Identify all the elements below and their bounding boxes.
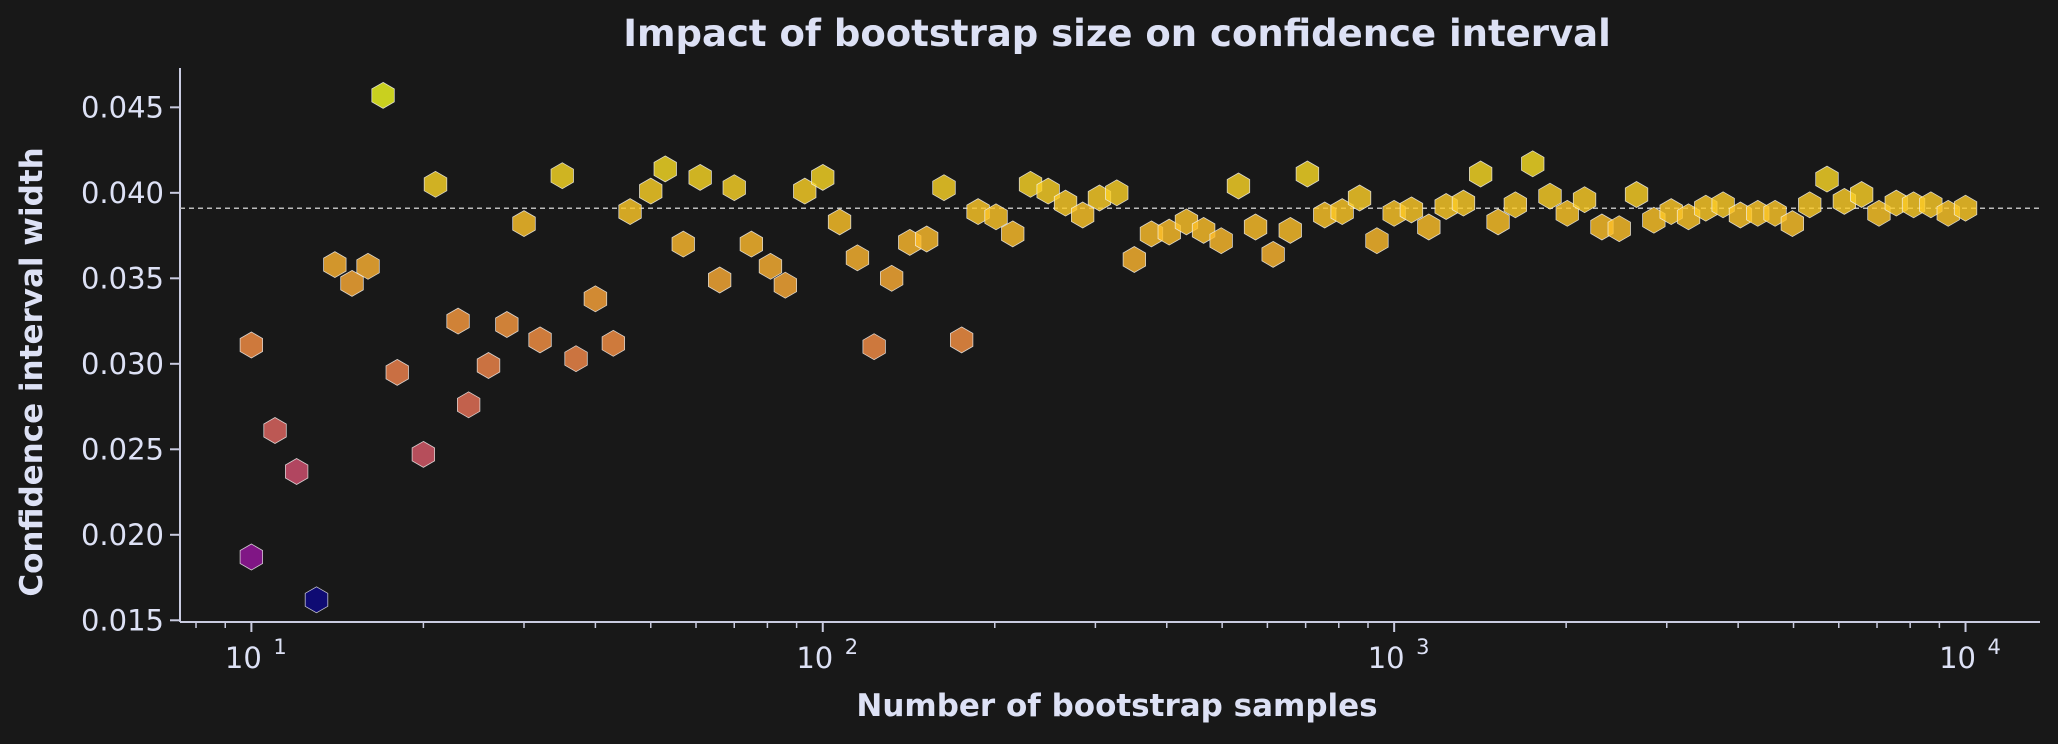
data-point [1850, 181, 1874, 208]
data-point [758, 252, 783, 280]
data-point [1953, 194, 1978, 222]
data-point [1001, 220, 1025, 248]
data-point [385, 358, 409, 386]
data-point [356, 252, 380, 280]
data-point [773, 271, 797, 299]
data-point [1624, 181, 1649, 208]
points-layer [239, 81, 1978, 614]
y-tick-label: 0.035 [81, 261, 164, 295]
x-tick-label: 10 [225, 641, 262, 675]
data-point [1347, 184, 1372, 212]
data-point [284, 458, 309, 485]
data-point [1191, 216, 1216, 244]
x-tick-label: 10 [1368, 641, 1405, 675]
data-point [827, 208, 852, 236]
data-point [671, 230, 695, 258]
x-tick-label-exponent: 4 [1988, 635, 2001, 659]
data-point [1919, 191, 1943, 219]
data-point [1105, 179, 1129, 207]
x-tick-label: 10 [796, 641, 833, 675]
data-point [601, 329, 625, 357]
data-point [263, 417, 287, 444]
data-point [1711, 191, 1735, 219]
data-point [880, 264, 904, 292]
data-point [1572, 186, 1597, 214]
data-point [932, 174, 956, 202]
data-point [915, 225, 939, 253]
data-point [1469, 160, 1493, 188]
data-point [1486, 208, 1510, 236]
data-point [1780, 210, 1804, 238]
data-point [1521, 150, 1545, 178]
data-point [304, 586, 329, 614]
axes: 0.015 0.020 0.025 0.030 0.035 0.040 0.045 10 1 10… [81, 68, 2040, 675]
data-point [845, 244, 870, 272]
data-point [1243, 213, 1268, 241]
x-tick-label-exponent: 3 [1416, 635, 1429, 659]
data-point [1399, 196, 1424, 224]
data-point [1122, 246, 1146, 273]
data-point [528, 326, 552, 354]
data-point [639, 177, 663, 205]
data-point [550, 162, 574, 190]
data-point [239, 543, 264, 571]
x-axis-label: Number of bootstrap samples [856, 688, 1377, 724]
x-tick-label: 10 [1939, 641, 1976, 675]
y-tick-label: 0.015 [81, 603, 164, 637]
data-point [722, 174, 746, 202]
data-point [618, 198, 642, 226]
data-point [446, 307, 470, 335]
data-point [1659, 198, 1683, 226]
data-point [1209, 227, 1233, 255]
x-tick-label-exponent: 2 [845, 635, 858, 659]
data-point [423, 170, 448, 198]
data-point [495, 311, 519, 338]
y-tick-label: 0.045 [81, 90, 164, 124]
data-point [688, 163, 712, 191]
y-tick-label: 0.030 [81, 347, 164, 381]
data-point [811, 163, 835, 191]
data-point [1365, 227, 1389, 255]
data-point [966, 198, 990, 226]
data-point [1226, 172, 1251, 200]
data-point [512, 210, 536, 238]
data-point [1036, 177, 1060, 205]
data-point [411, 440, 436, 468]
data-point [1607, 215, 1631, 243]
data-point [456, 391, 481, 419]
data-point [653, 155, 677, 183]
data-point [583, 285, 608, 313]
data-point [1018, 170, 1043, 198]
y-tick-label: 0.040 [81, 176, 164, 210]
data-point [862, 333, 886, 361]
y-tick-label: 0.025 [81, 432, 164, 466]
data-point [1451, 189, 1476, 217]
data-point [564, 345, 588, 373]
data-point [1071, 201, 1095, 229]
data-point [1503, 191, 1527, 219]
data-point [1798, 191, 1822, 219]
data-point [1295, 160, 1320, 188]
data-point [476, 352, 501, 379]
data-point [323, 251, 347, 279]
data-point [739, 230, 763, 258]
data-point [1763, 199, 1787, 227]
data-point [984, 203, 1008, 231]
data-point [239, 331, 264, 359]
data-point [1815, 165, 1839, 193]
data-point [371, 81, 395, 109]
data-point [1278, 216, 1302, 244]
y-axis-label: Confidence interval width [14, 147, 50, 596]
y-tick-label: 0.020 [81, 518, 164, 552]
x-tick-label-exponent: 1 [273, 635, 286, 659]
data-point [950, 326, 974, 354]
data-point [708, 266, 732, 294]
data-point [1417, 213, 1441, 241]
data-point [1538, 182, 1562, 210]
chart-title: Impact of bootstrap size on confidence i… [623, 12, 1611, 55]
data-point [1261, 240, 1285, 268]
